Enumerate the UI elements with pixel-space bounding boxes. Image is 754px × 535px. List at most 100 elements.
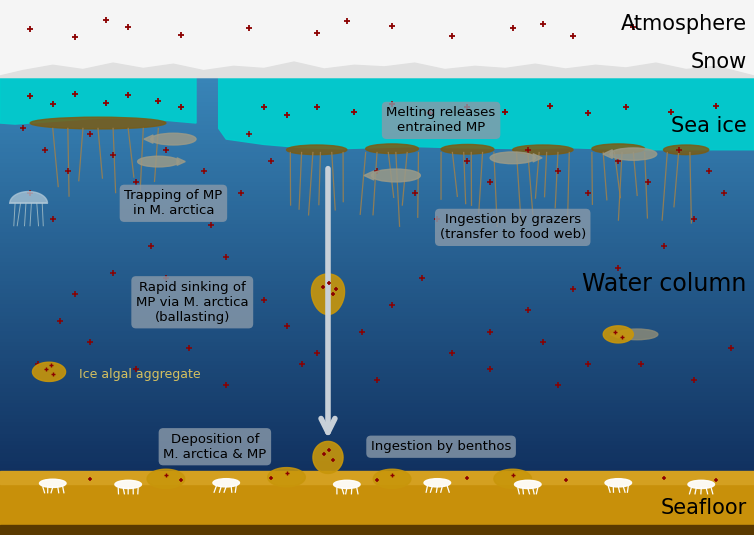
Bar [0, 175, 754, 180]
Ellipse shape [213, 479, 240, 487]
Bar [0, 458, 754, 463]
Bar [0, 450, 754, 455]
Ellipse shape [151, 133, 196, 145]
Bar [0, 305, 754, 310]
Bar [0, 114, 754, 119]
Bar [0, 462, 754, 467]
Bar [0, 157, 754, 162]
Bar [0, 282, 754, 287]
Bar [0, 218, 754, 223]
Bar [0, 530, 754, 535]
Bar [0, 401, 754, 406]
Bar [0, 103, 754, 108]
Bar [0, 77, 754, 81]
Bar [0, 149, 754, 154]
Bar [0, 358, 754, 363]
Bar [0, 236, 754, 241]
Bar [0, 525, 754, 535]
Text: Seafloor: Seafloor [661, 498, 746, 518]
Bar [0, 396, 754, 402]
Polygon shape [147, 469, 185, 488]
Bar [0, 80, 754, 85]
Bar [0, 503, 754, 508]
Bar [0, 511, 754, 516]
Bar [0, 233, 754, 238]
Polygon shape [373, 469, 411, 488]
Bar [0, 168, 754, 173]
Bar [0, 370, 754, 375]
Bar [0, 496, 754, 501]
Bar [0, 271, 754, 276]
Bar [0, 229, 754, 234]
Text: Ice algal aggregate: Ice algal aggregate [79, 368, 201, 381]
Bar [0, 84, 754, 89]
Bar [0, 100, 754, 104]
Polygon shape [32, 362, 66, 381]
Polygon shape [144, 135, 153, 143]
Bar [0, 340, 754, 345]
Bar [0, 488, 754, 493]
Bar [0, 141, 754, 146]
Bar [0, 134, 754, 139]
Bar [0, 206, 754, 211]
Bar [0, 366, 754, 371]
Bar [0, 210, 754, 215]
Text: Snow: Snow [690, 51, 746, 72]
Bar [0, 435, 754, 440]
Bar [0, 301, 754, 306]
Polygon shape [533, 154, 542, 162]
Bar [0, 309, 754, 314]
Bar [0, 465, 754, 470]
Bar [0, 0, 754, 78]
Bar [0, 317, 754, 322]
Bar [0, 351, 754, 356]
Polygon shape [219, 78, 754, 150]
Ellipse shape [688, 480, 715, 488]
Bar [0, 423, 754, 428]
Bar [0, 259, 754, 264]
Bar [0, 328, 754, 333]
Bar [0, 381, 754, 386]
Bar [0, 355, 754, 360]
Bar [0, 404, 754, 409]
Bar [0, 240, 754, 245]
Bar [0, 267, 754, 272]
Bar [0, 492, 754, 497]
Bar [0, 500, 754, 505]
Bar [0, 313, 754, 318]
Bar [0, 263, 754, 268]
Bar [0, 347, 754, 352]
Bar [0, 526, 754, 531]
Bar [0, 221, 754, 226]
Bar [0, 419, 754, 424]
Bar [0, 164, 754, 169]
Ellipse shape [490, 152, 535, 164]
Text: Deposition of
M. arctica & MP: Deposition of M. arctica & MP [164, 433, 266, 461]
Bar [0, 442, 754, 447]
Bar [0, 172, 754, 177]
Bar [0, 111, 754, 116]
Ellipse shape [333, 480, 360, 488]
Bar [0, 473, 754, 478]
Bar [0, 343, 754, 348]
Bar [0, 187, 754, 192]
Bar [0, 297, 754, 302]
Ellipse shape [441, 144, 494, 154]
Polygon shape [311, 274, 345, 315]
Text: Water column: Water column [582, 272, 746, 295]
Bar [0, 427, 754, 432]
Text: Melting releases
entrained MP: Melting releases entrained MP [387, 106, 495, 134]
Ellipse shape [514, 480, 541, 488]
Ellipse shape [605, 479, 632, 487]
Text: Trapping of MP
in M. arctica: Trapping of MP in M. arctica [124, 189, 222, 217]
Bar [0, 122, 754, 127]
Bar [0, 523, 754, 528]
Polygon shape [313, 441, 343, 473]
Bar [0, 473, 754, 535]
Text: Ingestion by grazers
(transfer to food web): Ingestion by grazers (transfer to food w… [440, 213, 586, 241]
Bar [0, 130, 754, 135]
Ellipse shape [424, 479, 451, 487]
Ellipse shape [371, 169, 421, 182]
Text: Atmosphere: Atmosphere [621, 14, 746, 34]
Bar [0, 96, 754, 101]
